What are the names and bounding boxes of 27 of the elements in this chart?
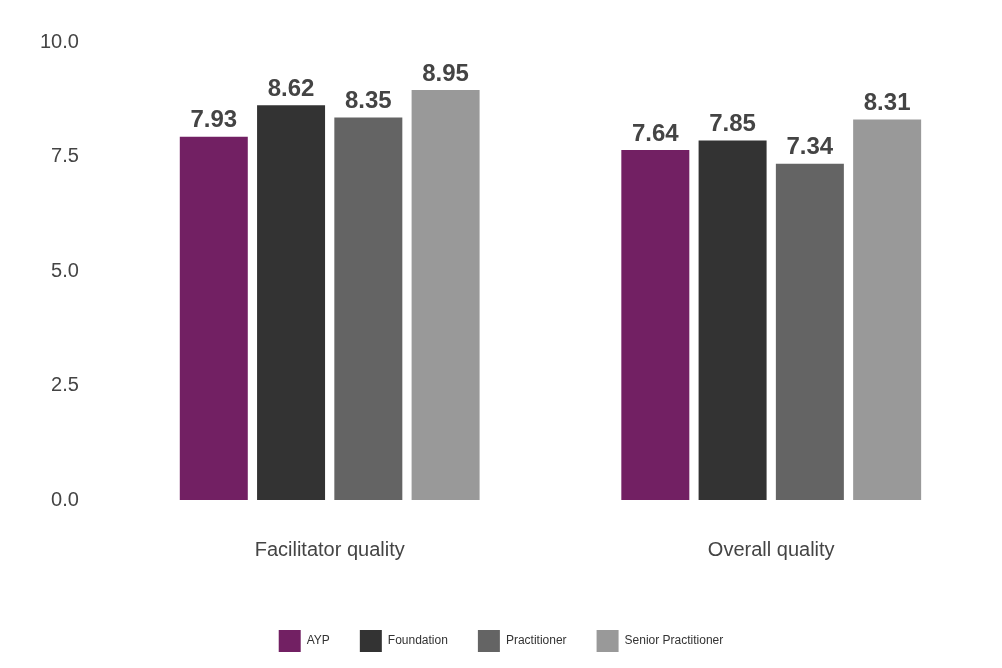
data-label: 7.85 <box>709 109 756 137</box>
data-label: 8.62 <box>267 73 315 101</box>
legend-label: Senior Practitioner <box>624 633 724 648</box>
x-tick-label: Overall quality <box>707 537 835 560</box>
data-label: 8.31 <box>863 88 911 116</box>
data-label: 7.93 <box>190 105 238 133</box>
y-tick-label: 5.0 <box>51 258 79 281</box>
legend-label: Practitioner <box>505 633 567 648</box>
y-tick-label: 2.5 <box>51 373 79 396</box>
bar <box>775 163 844 500</box>
data-label: 8.35 <box>344 86 392 114</box>
y-tick-label: 10.0 <box>39 29 79 52</box>
y-tick-label: 7.5 <box>51 144 79 167</box>
bar <box>698 140 767 500</box>
bar <box>179 136 248 500</box>
bar <box>257 105 326 500</box>
data-label: 8.95 <box>422 58 469 86</box>
bar <box>853 119 922 500</box>
legend-label: AYP <box>306 633 330 648</box>
y-tick-label: 0.0 <box>51 487 79 510</box>
x-tick-label: Facilitator quality <box>254 537 405 560</box>
data-label: 7.34 <box>786 132 834 160</box>
legend-label: Foundation <box>387 633 448 648</box>
bar <box>334 117 403 500</box>
data-label: 7.64 <box>631 118 680 146</box>
bar <box>621 150 690 500</box>
bar <box>411 90 480 500</box>
